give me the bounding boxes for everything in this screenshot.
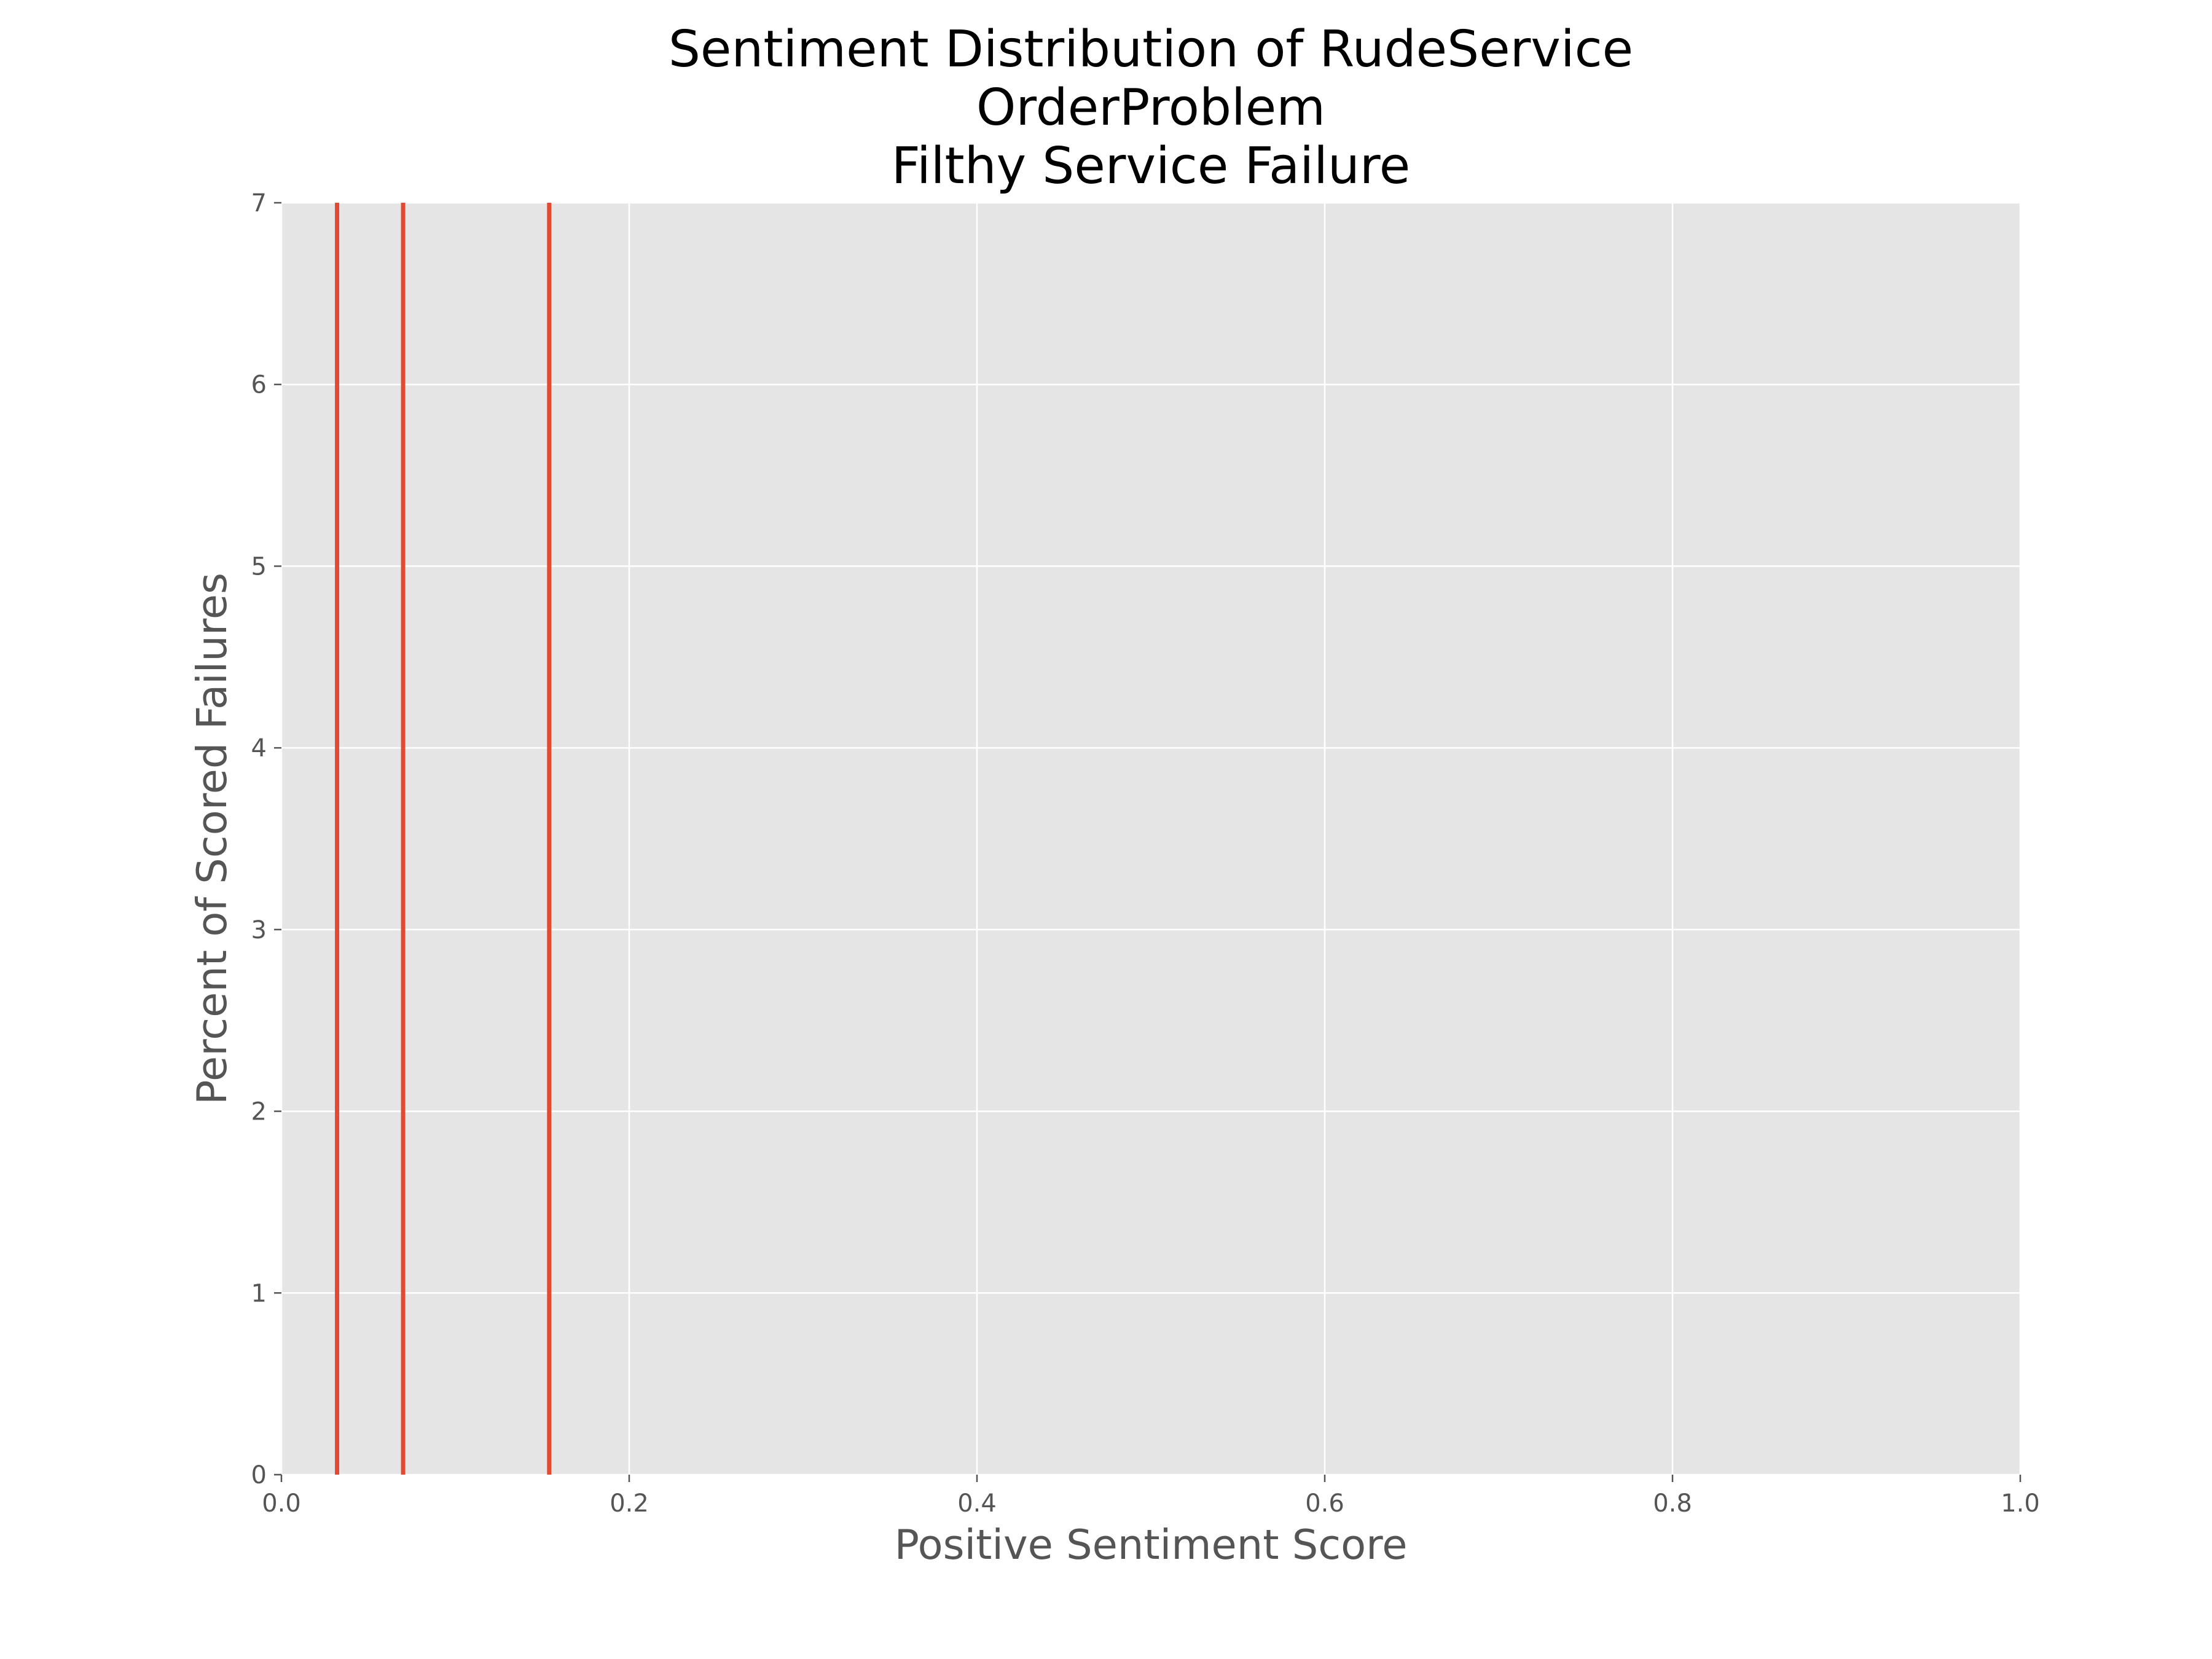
y-tick-label: 6 <box>251 371 267 399</box>
plot-area <box>281 203 2020 1475</box>
y-tick-label: 4 <box>251 734 267 763</box>
y-tick-label: 1 <box>251 1279 267 1308</box>
x-tick-label: 0.8 <box>1653 1489 1692 1518</box>
histogram-bar <box>401 203 406 1475</box>
x-tick-label: 0.2 <box>610 1489 649 1518</box>
chart-title-line-1: Sentiment Distribution of RudeService <box>669 20 1633 79</box>
bars <box>335 203 552 1475</box>
x-tick-label: 0.4 <box>957 1489 997 1518</box>
y-tick-label: 0 <box>251 1461 267 1489</box>
y-tick-label: 7 <box>251 189 267 218</box>
grid <box>280 202 2022 1476</box>
histogram-bar <box>335 203 340 1475</box>
y-tick-label: 3 <box>251 916 267 944</box>
y-tick-label: 5 <box>251 552 267 581</box>
chart-title-line-2: OrderProblem <box>976 79 1325 137</box>
axis-ticks: 0.0 0.2 0.4 0.6 0.8 1.0 0 1 2 3 4 5 6 7 <box>251 189 2040 1518</box>
y-tick-label: 2 <box>251 1098 267 1126</box>
chart-title-line-3: Filthy Service Failure <box>892 137 1410 195</box>
x-tick-label: 1.0 <box>2001 1489 2040 1518</box>
x-tick-label: 0.6 <box>1305 1489 1344 1518</box>
y-axis-label: Percent of Scored Failures <box>188 573 236 1105</box>
x-tick-label: 0.0 <box>262 1489 301 1518</box>
histogram-bar <box>547 203 552 1475</box>
x-axis-label: Positive Sentiment Score <box>895 1521 1408 1569</box>
